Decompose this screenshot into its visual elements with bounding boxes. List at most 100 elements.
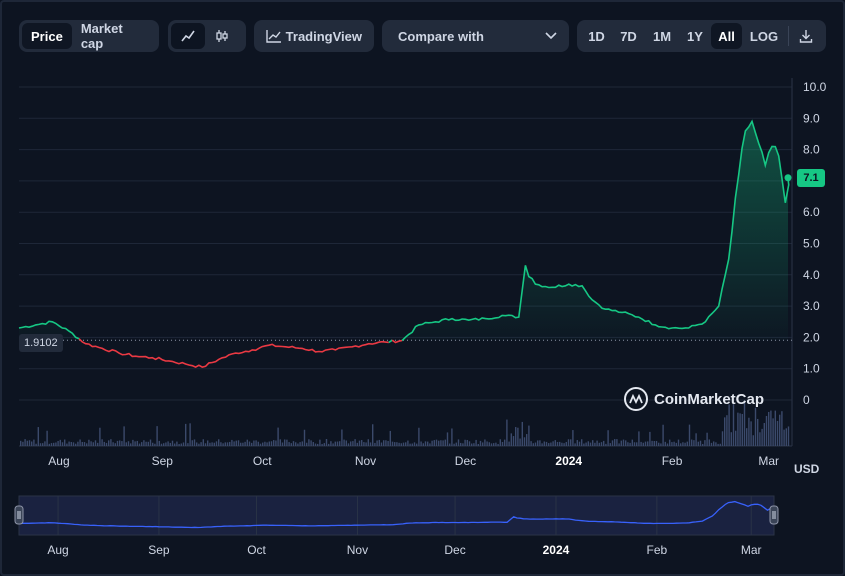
range-7d-button[interactable]: 7D xyxy=(620,28,637,44)
volume-bar xyxy=(149,439,152,446)
volume-bar xyxy=(585,442,587,446)
volume-bar xyxy=(644,441,647,446)
volume-bar xyxy=(735,430,737,446)
volume-bar xyxy=(114,443,116,446)
volume-bar xyxy=(407,440,409,446)
volume-bar xyxy=(695,433,697,446)
volume-bar xyxy=(46,430,48,446)
volume-bar xyxy=(341,429,343,446)
volume-bar xyxy=(358,440,361,446)
compare-with-dropdown[interactable]: Compare with xyxy=(382,20,569,52)
volume-bar xyxy=(627,442,629,446)
volume-bar xyxy=(486,441,488,446)
range-1m-button[interactable]: 1M xyxy=(652,28,672,44)
navigator[interactable]: Aug Sep Oct Nov Dec 2024 Feb Mar xyxy=(14,495,779,557)
volume-bar xyxy=(264,441,266,446)
volume-bar xyxy=(501,441,504,446)
tradingview-button[interactable]: TradingView xyxy=(254,20,374,52)
x-tick-label: Aug xyxy=(48,454,69,468)
y-tick-label: 8.0 xyxy=(803,143,820,157)
volume-bar xyxy=(420,441,422,446)
volume-bar xyxy=(66,443,68,446)
volume-bar xyxy=(704,440,706,446)
volume-bar xyxy=(145,441,147,446)
download-icon[interactable] xyxy=(791,23,821,49)
volume-bar xyxy=(394,442,396,446)
y-axis-ticks: 10.09.08.07.06.05.04.03.02.01.00 xyxy=(803,80,827,407)
volume-bar xyxy=(297,443,299,446)
volume-bar xyxy=(187,443,189,446)
volume-bar xyxy=(640,441,642,446)
y-tick-label: 5.0 xyxy=(803,237,820,251)
price-line-down xyxy=(391,339,403,344)
volume-bar xyxy=(116,440,119,446)
navigator-left-handle[interactable] xyxy=(14,505,24,525)
volume-bar xyxy=(222,443,224,446)
y-tick-label: 6.0 xyxy=(803,205,820,219)
volume-bar xyxy=(578,441,581,446)
volume-bar xyxy=(528,425,530,446)
volume-bar xyxy=(497,443,499,446)
x-tick-label: Sep xyxy=(152,454,174,468)
volume-bar xyxy=(369,442,372,446)
volume-bar xyxy=(332,443,334,446)
y-tick-label: 10.0 xyxy=(803,80,827,94)
x-axis-ticks: Aug Sep Oct Nov Dec 2024 Feb Mar xyxy=(48,454,779,468)
volume-bar xyxy=(180,443,182,446)
volume-bar xyxy=(361,440,363,446)
volume-bar xyxy=(141,442,143,446)
chart-type-toggle xyxy=(168,20,246,52)
volume-bar xyxy=(165,442,167,446)
volume-bar xyxy=(200,442,202,446)
price-tab[interactable]: Price xyxy=(22,23,72,49)
volume-bar xyxy=(312,442,314,446)
volume-bar xyxy=(495,442,497,446)
volume-bar xyxy=(119,440,121,446)
volume-bars xyxy=(20,401,790,446)
volume-bar xyxy=(255,440,257,446)
navigator-window[interactable] xyxy=(18,495,775,536)
volume-bar xyxy=(666,443,669,446)
volume-bar xyxy=(229,441,231,446)
tradingview-label: TradingView xyxy=(285,28,362,44)
volume-bar xyxy=(259,443,262,446)
range-1d-button[interactable]: 1D xyxy=(588,28,605,44)
volume-bar xyxy=(202,439,204,446)
volume-bar xyxy=(301,441,303,446)
candlestick-icon[interactable] xyxy=(205,23,239,49)
volume-bar xyxy=(438,440,440,446)
volume-bar xyxy=(484,439,486,446)
navigator-right-handle[interactable] xyxy=(769,505,779,525)
currency-label: USD xyxy=(794,462,820,476)
volume-bar xyxy=(191,440,193,446)
range-1y-button[interactable]: 1Y xyxy=(687,28,703,44)
volume-bar xyxy=(686,441,688,446)
log-scale-button[interactable]: LOG xyxy=(749,28,779,44)
volume-bar xyxy=(603,440,605,446)
compare-with-label: Compare with xyxy=(398,28,484,44)
volume-bar xyxy=(763,423,765,446)
line-chart-icon[interactable] xyxy=(171,23,205,49)
volume-bar xyxy=(594,442,596,446)
volume-bar xyxy=(457,439,460,446)
reference-price-badge: 1.9102 xyxy=(19,334,63,352)
volume-bar xyxy=(178,443,180,446)
volume-bar xyxy=(515,427,517,446)
volume-bar xyxy=(440,440,442,446)
navigator-x-tick-label: Nov xyxy=(347,543,368,557)
volume-bar xyxy=(482,442,484,446)
volume-bar xyxy=(275,440,277,446)
volume-bar xyxy=(64,439,66,446)
volume-bar xyxy=(372,424,374,446)
volume-bar xyxy=(136,440,138,446)
marketcap-tab[interactable]: Market cap xyxy=(80,21,123,51)
volume-bar xyxy=(42,443,44,446)
volume-bar xyxy=(473,443,475,446)
volume-bar xyxy=(31,441,33,446)
range-all-button[interactable]: All xyxy=(711,23,742,49)
volume-bar xyxy=(209,442,211,446)
volume-bar xyxy=(598,442,600,446)
volume-bar xyxy=(20,440,22,446)
volume-bar xyxy=(693,440,695,446)
volume-bar xyxy=(325,439,328,446)
